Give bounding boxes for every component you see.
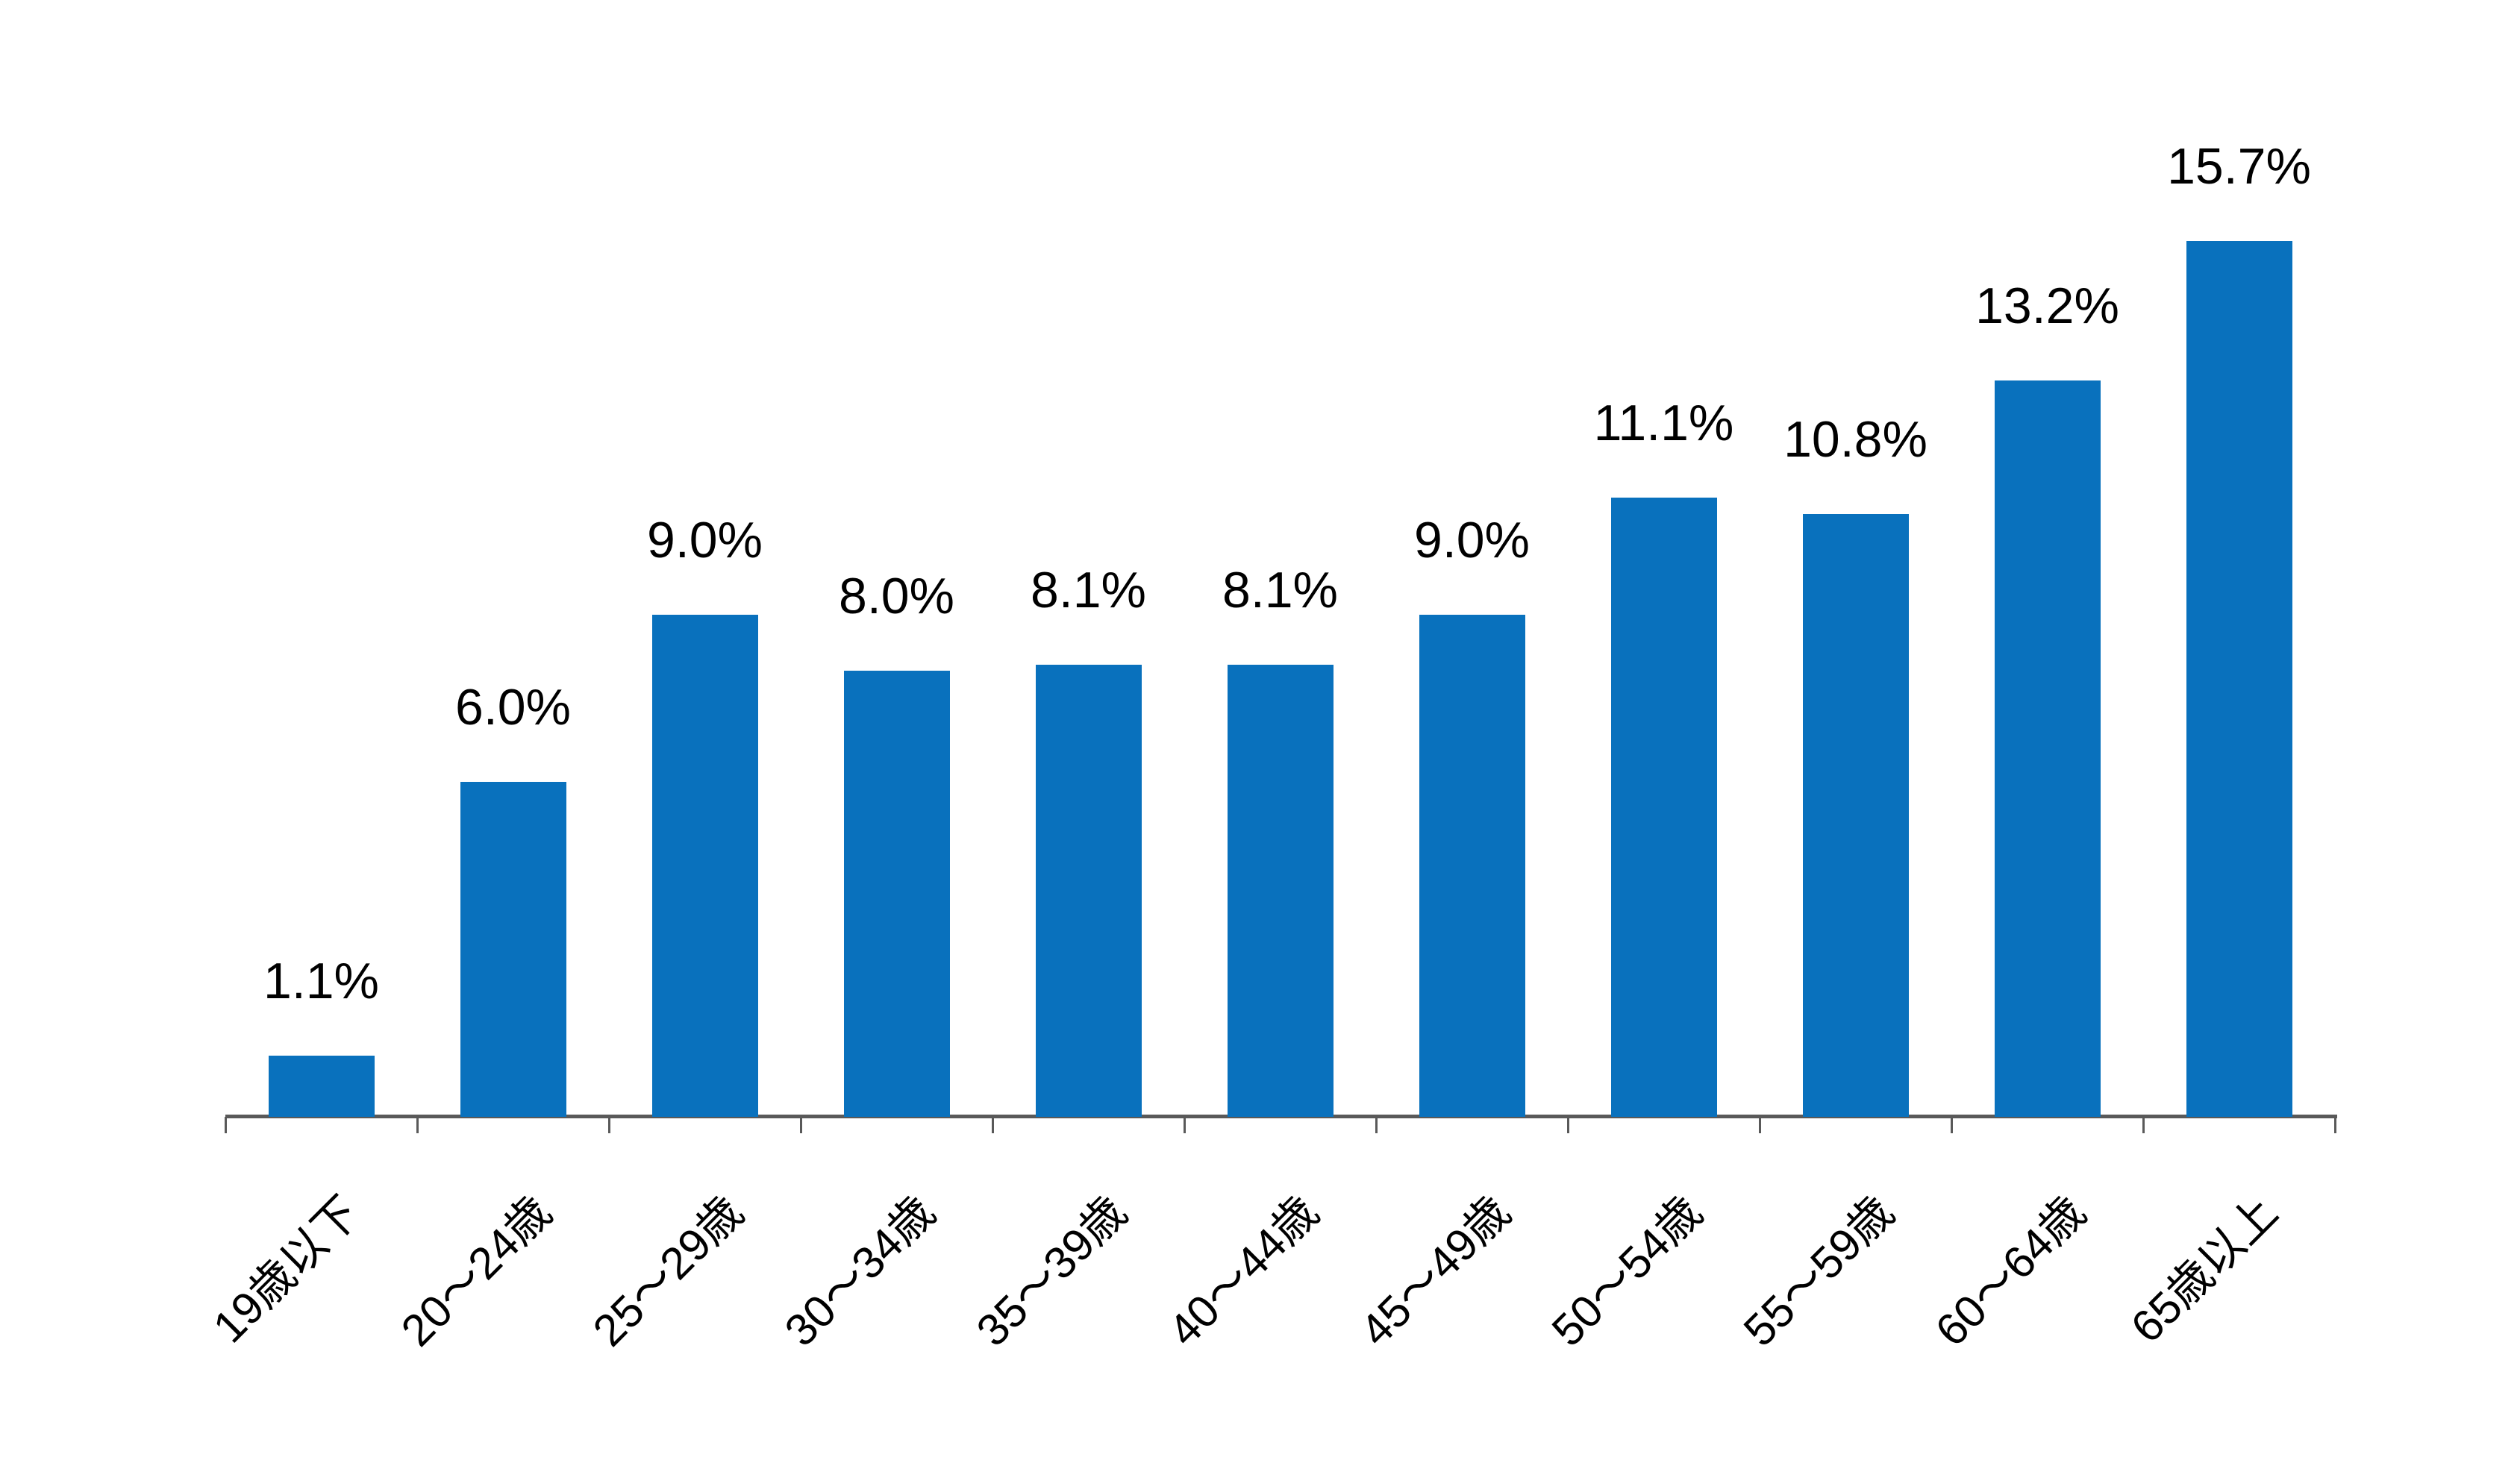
category-label: 35～39歳 xyxy=(966,1186,1136,1356)
bar-65歳以上 xyxy=(2186,241,2292,1117)
value-label: 9.0% xyxy=(1414,512,1530,569)
x-axis-tick xyxy=(225,1117,227,1133)
category-label: 45～49歳 xyxy=(1350,1186,1520,1356)
x-axis-tick xyxy=(608,1117,610,1133)
value-label: 11.1% xyxy=(1593,395,1734,452)
value-label: 10.8% xyxy=(1783,411,1927,469)
value-label: 9.0% xyxy=(647,512,763,569)
value-label: 15.7% xyxy=(2167,138,2311,195)
bar-60～64歳 xyxy=(1994,380,2101,1117)
category-label: 25～29歳 xyxy=(583,1186,753,1356)
category-label: 50～54歳 xyxy=(1542,1186,1712,1356)
bar-40～44歳 xyxy=(1227,665,1334,1117)
bar-55～59歳 xyxy=(1802,514,1909,1117)
category-label: 55～59歳 xyxy=(1733,1186,1904,1356)
x-axis-tick xyxy=(2334,1117,2336,1133)
category-label: 65歳以上 xyxy=(2121,1186,2287,1353)
value-label: 8.0% xyxy=(839,568,954,625)
value-label: 1.1% xyxy=(263,953,379,1010)
bar-25～29歳 xyxy=(651,615,758,1117)
bar-30～34歳 xyxy=(843,671,950,1117)
value-label: 6.0% xyxy=(455,679,571,736)
x-axis-tick xyxy=(1567,1117,1569,1133)
x-axis-tick xyxy=(416,1117,419,1133)
bar-20～24歳 xyxy=(460,782,566,1117)
x-axis-tick xyxy=(800,1117,802,1133)
category-label: 30～34歳 xyxy=(775,1186,945,1356)
x-axis-tick xyxy=(1759,1117,1761,1133)
x-axis-tick xyxy=(1375,1117,1378,1133)
x-axis-tick xyxy=(1951,1117,1953,1133)
category-label: 20～24歳 xyxy=(391,1186,561,1356)
bar-35～39歳 xyxy=(1035,665,1142,1117)
x-axis-tick xyxy=(1184,1117,1186,1133)
category-label: 40～44歳 xyxy=(1158,1186,1328,1356)
bar-45～49歳 xyxy=(1419,615,1525,1117)
category-label: 19歳以下 xyxy=(203,1186,369,1353)
value-label: 8.1% xyxy=(1031,562,1146,619)
category-label: 60～64歳 xyxy=(1925,1186,2095,1356)
bar-50～54歳 xyxy=(1610,498,1717,1117)
x-axis-tick xyxy=(2142,1117,2145,1133)
value-label: 13.2% xyxy=(1975,278,2119,335)
bar-19歳以下 xyxy=(268,1056,375,1117)
value-label: 8.1% xyxy=(1222,562,1338,619)
x-axis-tick xyxy=(992,1117,994,1133)
